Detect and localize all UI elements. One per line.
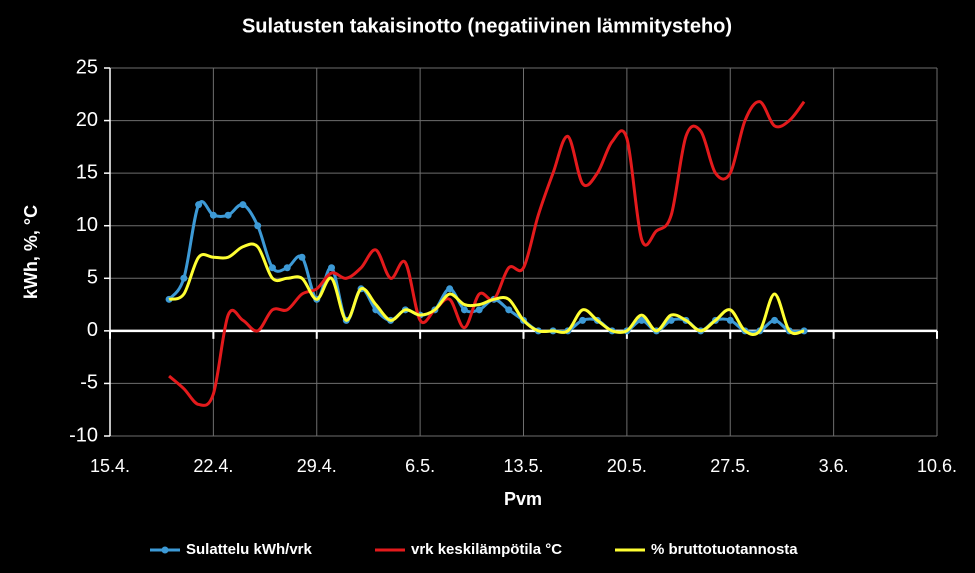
data-point — [298, 253, 306, 261]
data-point — [268, 264, 276, 272]
data-point — [505, 306, 513, 314]
legend-item: vrk keskilämpötila °C — [375, 541, 562, 558]
y-tick-label: 0 — [87, 319, 98, 341]
y-tick-label: 15 — [76, 161, 98, 183]
x-tick-label: 15.4. — [90, 456, 130, 476]
y-tick-label: -5 — [80, 372, 98, 394]
data-point — [239, 201, 247, 209]
series-line — [168, 242, 805, 336]
y-tick-label: 25 — [76, 56, 98, 78]
data-point — [283, 264, 291, 272]
y-tick-label: -10 — [69, 424, 98, 446]
x-tick-label: 10.6. — [917, 456, 957, 476]
y-axis-label: kWh, %, °C — [21, 205, 41, 299]
x-tick-label: 6.5. — [405, 456, 435, 476]
legend-item: Sulattelu kWh/vrk — [150, 541, 313, 558]
y-tick-label: 5 — [87, 267, 98, 289]
data-point — [475, 306, 483, 314]
data-point — [667, 316, 675, 324]
legend-label: % bruttotuotannosta — [651, 541, 798, 558]
x-tick-label: 3.6. — [819, 456, 849, 476]
data-point — [254, 222, 262, 230]
data-point — [579, 316, 587, 324]
data-point — [771, 316, 779, 324]
data-point — [209, 211, 217, 219]
data-point — [328, 264, 336, 272]
y-tick-label: 20 — [76, 109, 98, 131]
data-point — [180, 274, 188, 282]
data-point — [224, 211, 232, 219]
series-line — [168, 100, 806, 407]
x-tick-label: 20.5. — [607, 456, 647, 476]
y-tick-label: 10 — [76, 214, 98, 236]
data-point — [460, 306, 468, 314]
x-tick-label: 27.5. — [710, 456, 750, 476]
data-point — [726, 316, 734, 324]
legend-marker — [161, 546, 169, 554]
x-tick-label: 22.4. — [193, 456, 233, 476]
data-point — [195, 201, 203, 209]
data-point — [446, 285, 454, 293]
chart-title: Sulatusten takaisinotto (negatiivinen lä… — [242, 15, 732, 37]
legend-label: vrk keskilämpötila °C — [411, 541, 562, 558]
legend-item: % bruttotuotannosta — [615, 541, 798, 558]
x-tick-label: 29.4. — [297, 456, 337, 476]
x-axis-label: Pvm — [504, 489, 542, 509]
x-tick-label: 13.5. — [503, 456, 543, 476]
data-point — [638, 316, 646, 324]
legend-label: Sulattelu kWh/vrk — [186, 541, 313, 558]
